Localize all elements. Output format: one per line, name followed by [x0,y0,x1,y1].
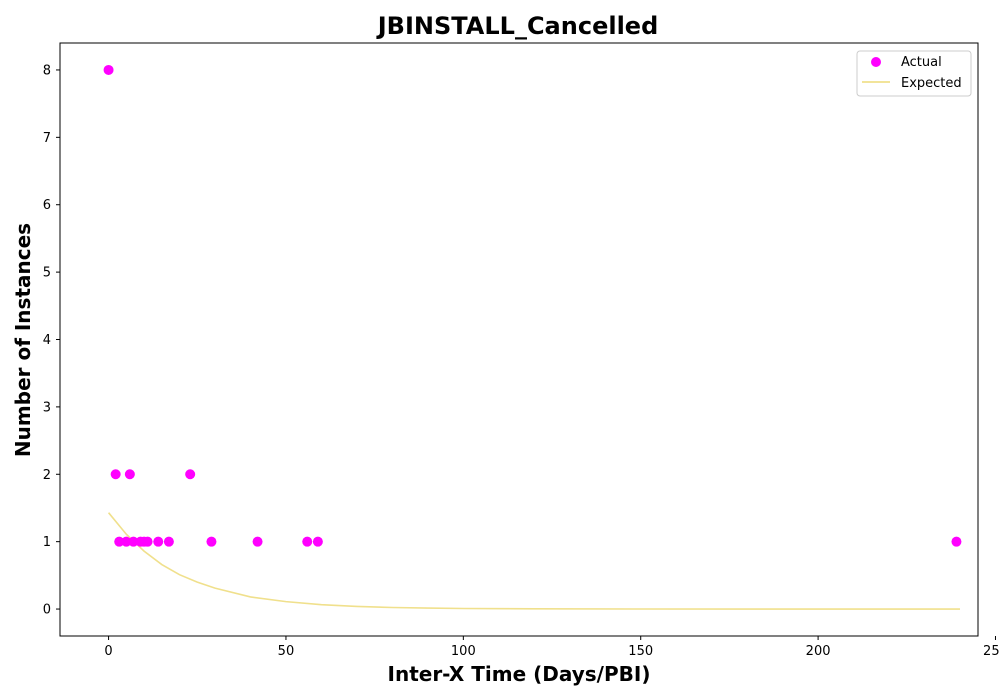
y-tick-label: 6 [43,198,51,213]
actual-point [110,469,121,480]
actual-point [128,536,139,547]
actual-point [252,536,263,547]
x-tick-label: 50 [278,644,295,659]
plot-frame [59,42,979,637]
x-tick-label: 250 [983,644,1000,659]
actual-point [114,536,125,547]
y-tick-label: 5 [43,266,51,281]
actual-point [142,536,153,547]
actual-point [185,469,196,480]
y-tick-label: 1 [43,535,51,550]
x-tick-label: 100 [451,644,476,659]
x-tick-label: 200 [806,644,831,659]
legend-box [856,50,972,97]
series-layer [103,64,962,610]
actual-point [206,536,217,547]
y-axis-label: Number of Instances [11,223,35,457]
actual-point [302,536,313,547]
actual-point [124,469,135,480]
actual-point [163,536,174,547]
y-tick-label: 3 [43,400,51,415]
x-tick-label: 0 [104,644,112,659]
x-axis: 0 50 100 150 200 250 [104,636,1000,659]
actual-point [153,536,164,547]
x-axis-label: Inter-X Time (Days/PBI) [388,662,651,686]
actual-point [312,536,323,547]
y-tick-label: 2 [43,468,51,483]
actual-point [951,536,962,547]
expected-curve [107,512,961,610]
y-tick-label: 8 [43,63,51,78]
actual-point [103,64,114,75]
y-tick-label: 4 [43,333,51,348]
y-axis: 0 1 2 3 4 5 6 7 8 [43,63,60,618]
legend: Actual Expected [856,50,972,97]
chart-title: JBINSTALL_Cancelled [376,12,659,40]
legend-expected-label: Expected [901,76,962,91]
actual-point [121,536,132,547]
y-tick-label: 7 [43,131,51,146]
legend-actual-marker [871,57,881,67]
y-tick-label: 0 [43,603,51,618]
legend-actual-label: Actual [901,55,942,70]
x-tick-label: 150 [628,644,653,659]
